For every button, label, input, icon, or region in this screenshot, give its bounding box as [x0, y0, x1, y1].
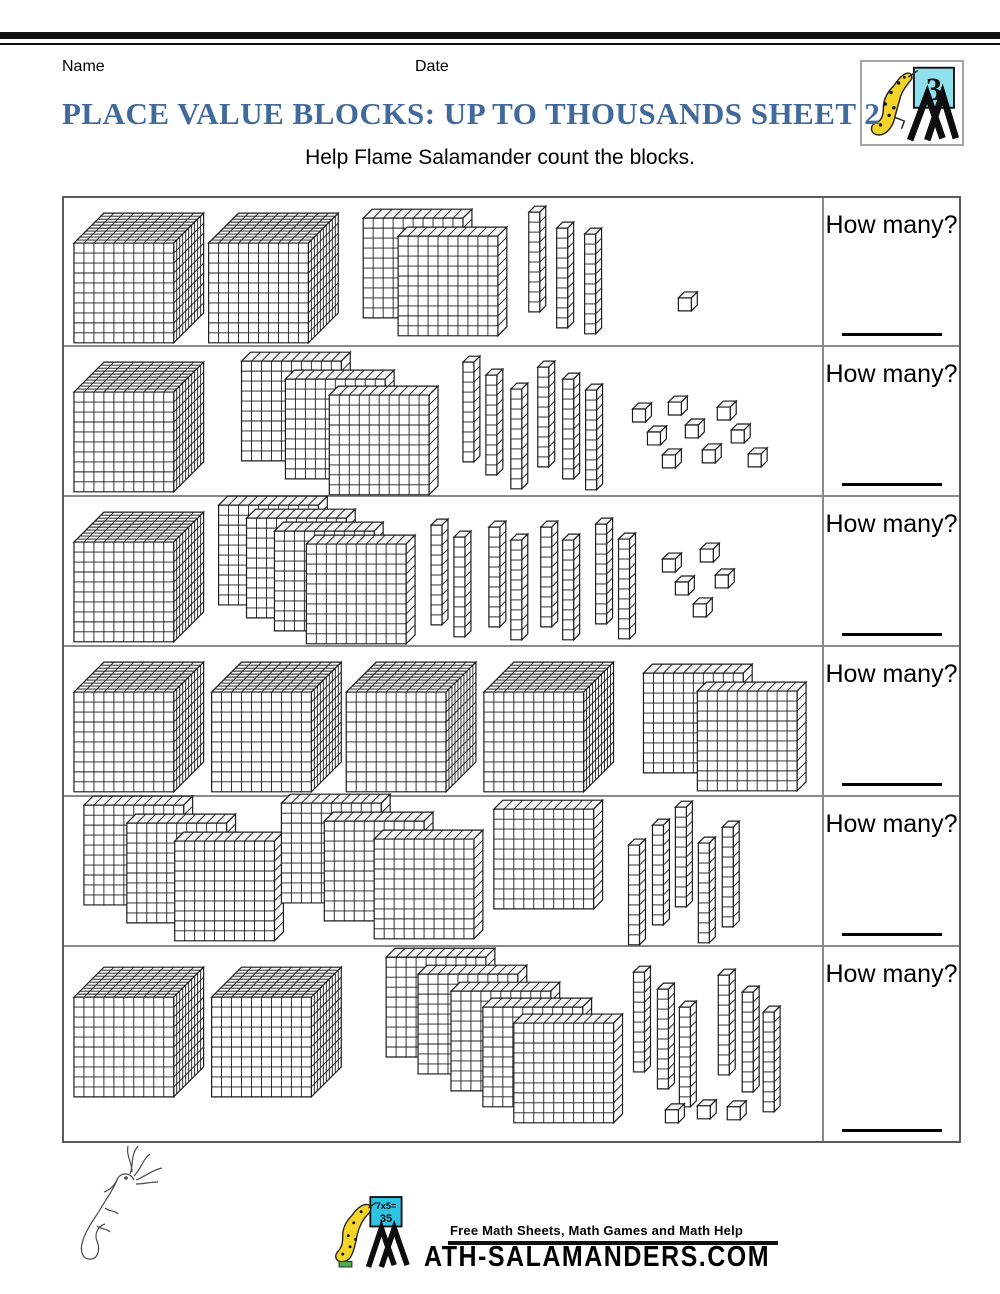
top-rule-thin: [0, 43, 1000, 45]
blocks-cell: [64, 198, 822, 345]
blocks-cell: [64, 647, 822, 795]
answer-blank[interactable]: [841, 1129, 942, 1132]
board-answer: 35: [380, 1213, 392, 1225]
rows-container: How many? How many? How many? How many? How …: [64, 198, 959, 1141]
table-row: How many?: [64, 347, 959, 497]
how-many-cell: How many?: [822, 947, 959, 1141]
how-many-cell: How many?: [822, 347, 959, 495]
site-logo: 7x5= 35 Free Math Sheets, Math Games and…: [328, 1192, 778, 1272]
salamander-mascot: [335, 1202, 377, 1268]
how-many-label: How many?: [825, 211, 958, 239]
grade-badge-logo: 3: [870, 66, 960, 142]
page-subtitle: Help Flame Salamander count the blocks.: [305, 146, 695, 169]
how-many-label: How many?: [825, 360, 958, 388]
blocks-cell: [64, 946, 822, 1141]
footer-tagline: Free Math Sheets, Math Games and Math He…: [450, 1223, 744, 1238]
base-ten-blocks-canvas: [72, 204, 699, 345]
table-row: How many?: [64, 647, 959, 797]
answer-blank[interactable]: [841, 333, 942, 336]
logo-m: [906, 83, 960, 142]
base-ten-blocks-canvas: [72, 350, 769, 497]
grade-badge: 3: [860, 60, 964, 146]
how-many-cell: How many?: [822, 647, 959, 795]
how-many-cell: How many?: [822, 198, 959, 345]
table-row: How many?: [64, 946, 959, 1141]
table-row: How many?: [64, 494, 959, 647]
how-many-label: How many?: [825, 810, 958, 838]
how-many-cell: How many?: [822, 497, 959, 645]
site-name: ATH-SALAMANDERS.COM: [424, 1240, 771, 1274]
how-many-label: How many?: [825, 960, 958, 988]
base-ten-blocks-canvas: [72, 946, 782, 1125]
top-rule-thick: [0, 32, 1000, 39]
blocks-cell: [64, 792, 822, 947]
table-row: How many?: [64, 792, 959, 947]
page-title: PLACE VALUE BLOCKS: UP TO THOUSANDS SHEE…: [62, 96, 881, 131]
board-equation: 7x5=: [376, 1201, 397, 1211]
date-label: Date: [415, 58, 449, 75]
answer-blank[interactable]: [841, 933, 942, 936]
how-many-label: How many?: [825, 510, 958, 538]
footer-mascot: 7x5= 35: [335, 1196, 410, 1268]
name-label: Name: [62, 58, 105, 75]
logo-m: [365, 1219, 410, 1268]
blocks-cell: [64, 494, 822, 646]
footer-rule: [448, 1241, 778, 1245]
blocks-cell: [64, 347, 822, 497]
base-ten-blocks-canvas: [82, 792, 741, 947]
math-board: [369, 1196, 403, 1228]
worksheet-table: How many? How many? How many? How many? How …: [62, 196, 961, 1143]
answer-blank[interactable]: [841, 633, 942, 636]
base-ten-blocks-canvas: [72, 494, 736, 646]
flame-salamander-drawing: [80, 1145, 163, 1260]
answer-blank[interactable]: [841, 483, 942, 486]
how-many-cell: How many?: [822, 797, 959, 945]
answer-blank[interactable]: [841, 783, 942, 786]
how-many-label: How many?: [825, 660, 958, 688]
salamander-mascot: [870, 69, 919, 136]
table-row: How many?: [64, 198, 959, 347]
base-ten-blocks-canvas: [72, 660, 808, 794]
